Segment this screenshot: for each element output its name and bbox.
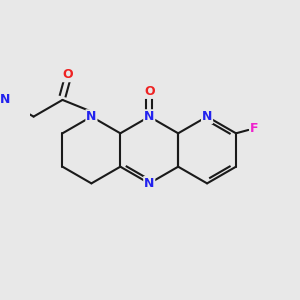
Text: F: F (250, 122, 259, 135)
Text: N: N (144, 177, 154, 190)
Text: N: N (86, 110, 97, 123)
Text: N: N (0, 93, 10, 106)
Text: O: O (144, 85, 154, 98)
Text: N: N (144, 110, 154, 123)
Text: O: O (62, 68, 73, 81)
Text: N: N (202, 110, 212, 123)
